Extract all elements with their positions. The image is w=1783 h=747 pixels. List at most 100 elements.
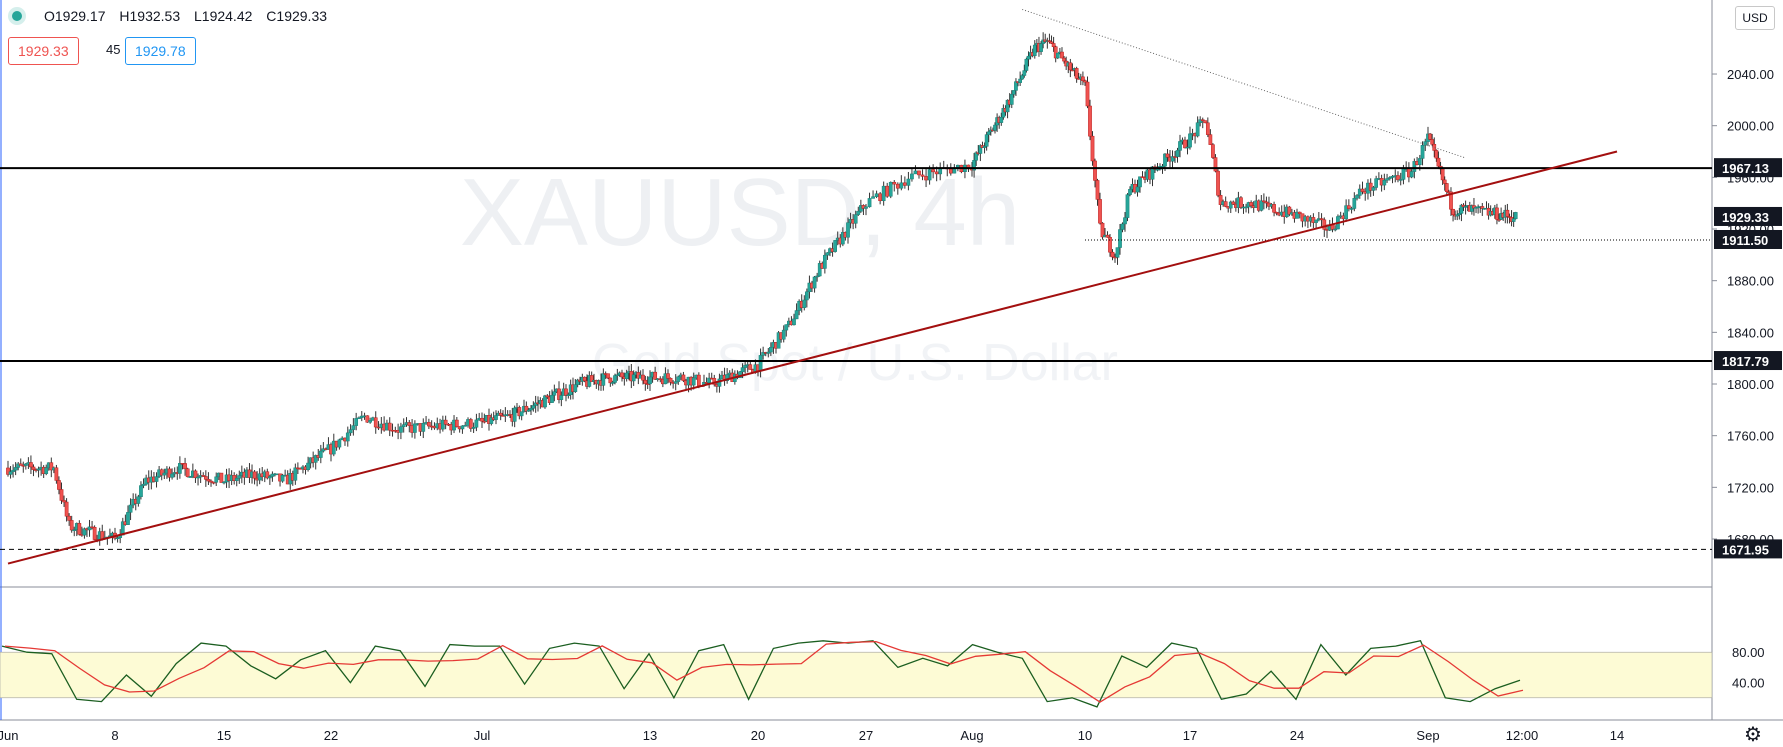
- candle-body: [1051, 43, 1056, 47]
- candle-body: [913, 170, 918, 175]
- candle-body: [743, 365, 747, 368]
- candle-body: [1390, 175, 1395, 178]
- candle-body: [1505, 209, 1510, 217]
- candle-body: [427, 422, 431, 427]
- candle-body: [871, 196, 875, 199]
- sell-button[interactable]: 1929.33: [8, 37, 79, 65]
- candle-body: [1018, 78, 1022, 83]
- candle-body: [1449, 191, 1453, 210]
- candle-body: [54, 467, 59, 481]
- candle-body: [1085, 81, 1090, 107]
- candle-body: [986, 131, 991, 135]
- candle-body: [1123, 217, 1127, 225]
- candle-body: [1434, 150, 1439, 159]
- candle-body: [812, 276, 817, 289]
- candle-body: [348, 429, 353, 434]
- level-1967.13-label: 1967.13: [1722, 161, 1769, 176]
- candle-body: [758, 355, 763, 372]
- candle-body: [668, 378, 673, 383]
- candle-body: [141, 483, 146, 486]
- candle-body: [82, 528, 87, 536]
- time-tick-label: 27: [859, 728, 873, 743]
- candle-body: [815, 275, 819, 278]
- candle-body: [776, 332, 781, 349]
- candle-body: [313, 455, 318, 463]
- candle-body: [794, 310, 799, 320]
- candle-body: [1178, 141, 1182, 151]
- candle-body: [823, 254, 827, 269]
- candle-body: [1244, 206, 1248, 209]
- candle-body: [1442, 179, 1447, 184]
- candle-body: [222, 481, 226, 484]
- candle-body: [761, 352, 765, 356]
- candle-body: [6, 467, 10, 475]
- candle-body: [67, 515, 71, 521]
- time-tick-label: 17: [1183, 728, 1197, 743]
- candle-body: [1203, 120, 1208, 124]
- candle-body: [1396, 175, 1400, 181]
- candle-body: [740, 367, 745, 373]
- time-tick-label: 14: [1610, 728, 1624, 743]
- candle-body: [49, 462, 54, 471]
- candle-body: [874, 193, 879, 197]
- candle-body: [613, 375, 617, 383]
- candle-body: [136, 496, 141, 504]
- candle-body: [1125, 194, 1130, 218]
- candle-body: [993, 124, 997, 131]
- candle-body: [550, 395, 554, 403]
- candle-body: [494, 415, 498, 420]
- candle-body: [934, 171, 939, 175]
- candle-body: [139, 485, 143, 497]
- candle-body: [201, 475, 206, 477]
- candle-body: [725, 374, 729, 381]
- candle-body: [1093, 160, 1097, 181]
- candle-body: [1039, 43, 1043, 52]
- candle-body: [1183, 139, 1187, 149]
- price-tick-label: 2040.00: [1727, 67, 1774, 82]
- candle-body: [978, 145, 983, 154]
- candle-body: [1216, 170, 1220, 196]
- candle-body: [1150, 166, 1155, 180]
- candle-body: [557, 388, 561, 400]
- candle-body: [57, 480, 61, 490]
- candle-body: [1272, 204, 1276, 213]
- candle-body: [697, 374, 701, 386]
- time-tick-label: Aug: [960, 728, 983, 743]
- candle-body: [11, 469, 15, 472]
- candle-body: [159, 469, 164, 476]
- gear-icon[interactable]: ⚙: [1744, 724, 1762, 746]
- candle-body: [170, 473, 174, 478]
- candle-body: [454, 419, 459, 427]
- candle-body: [1185, 146, 1190, 149]
- time-tick-label: 13: [643, 728, 657, 743]
- candle-body: [64, 501, 69, 517]
- candle-body: [1385, 178, 1389, 181]
- currency-button[interactable]: USD: [1735, 6, 1775, 30]
- price-tick-label: 1880.00: [1727, 274, 1774, 289]
- candlesticks: [6, 32, 1518, 546]
- buy-button[interactable]: 1929.78: [125, 37, 196, 65]
- candle-body: [1274, 212, 1279, 214]
- candle-body: [1355, 195, 1359, 199]
- candle-body: [1090, 135, 1095, 162]
- candle-body: [1128, 189, 1132, 195]
- candle-body: [1368, 182, 1373, 191]
- candle-body: [354, 418, 359, 426]
- candle-body: [653, 371, 657, 380]
- candle-body: [512, 407, 517, 422]
- price-tick-label: 1840.00: [1727, 325, 1774, 340]
- candle-body: [1195, 122, 1200, 137]
- candle-body: [1480, 206, 1485, 209]
- candle-body: [846, 222, 850, 238]
- candle-body: [460, 425, 465, 430]
- candle-body: [792, 318, 796, 326]
- level-1817.79-box: [1714, 351, 1782, 371]
- candle-body: [1239, 197, 1243, 208]
- candle-body: [1163, 153, 1167, 167]
- candle-body: [1012, 90, 1016, 95]
- candle-body: [1062, 57, 1066, 62]
- candle-body: [784, 324, 789, 331]
- candle-body: [471, 427, 476, 429]
- candle-body: [357, 417, 361, 420]
